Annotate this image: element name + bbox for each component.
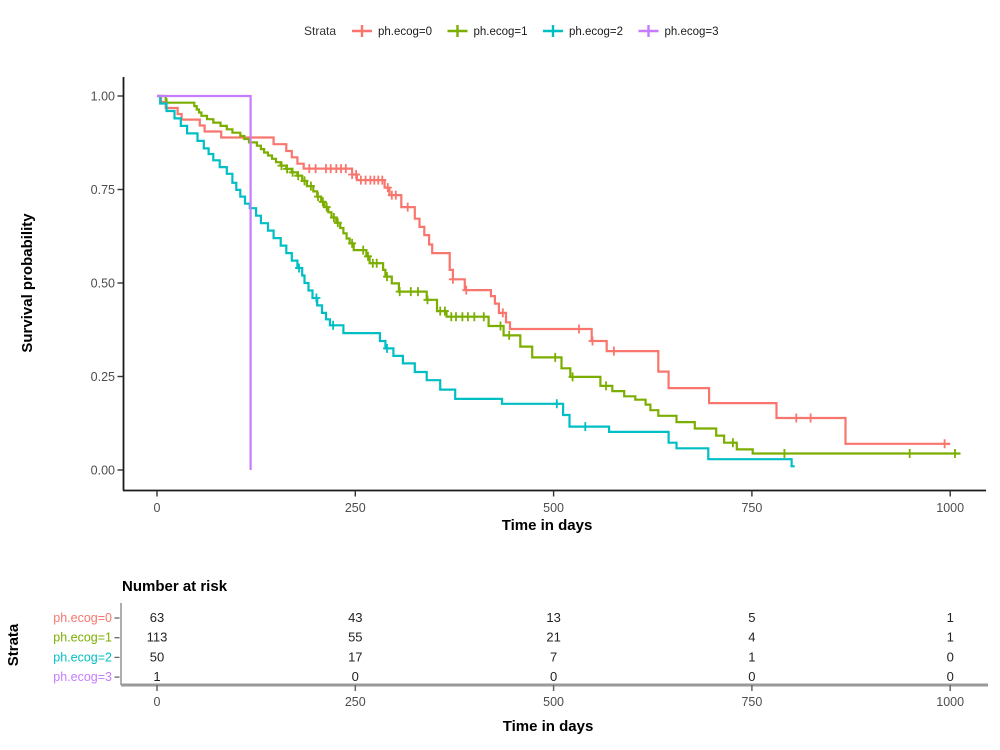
survival-curves [157,94,961,470]
y-tick-label: 0.75 [91,183,115,197]
risk-count: 21 [546,630,560,645]
legend-label-ph.ecog=1: ph.ecog=1 [474,26,528,38]
legend-label-ph.ecog=3: ph.ecog=3 [665,26,719,38]
risk-count: 43 [348,610,362,625]
km-curve-ph.ecog=1 [157,94,961,455]
risk-x-tick-label: 1000 [936,695,964,709]
risk-table: Number at risk Strata ph.ecog=0 63 43 13 5 1p… [5,578,988,735]
risk-x-tick-label: 500 [543,695,564,709]
legend: Strata ph.ecog=0 ph.ecog=1 ph.ecog=2 ph.eco… [304,24,719,38]
x-tick-label: 250 [345,501,366,515]
risk-count: 63 [150,610,164,625]
risk-count: 17 [348,649,362,664]
censor-marks-ph.ecog=0 [305,164,949,449]
risk-count: 0 [550,669,557,684]
km-curve-ph.ecog=3 [157,94,252,470]
x-tick-label: 500 [543,501,564,515]
risk-x-tick-label: 750 [741,695,762,709]
risk-count: 50 [150,649,164,664]
legend-label-ph.ecog=0: ph.ecog=0 [378,26,432,38]
risk-count: 113 [147,630,168,645]
legend-label-ph.ecog=2: ph.ecog=2 [569,26,623,38]
legend-key-plus-icon-ph.ecog=3 [638,25,659,37]
x-tick-label: 750 [741,501,762,515]
risk-count: 1 [748,649,755,664]
y-tick-label: 1.00 [91,90,115,104]
x-tick-label: 1000 [936,501,964,515]
risk-row-label-ph.ecog=1: ph.ecog=1 [53,631,112,645]
risk-count: 7 [550,649,557,664]
risk-count: 5 [748,610,755,625]
censor-marks-ph.ecog=2 [295,263,590,432]
risk-table-strata-axis-title: Strata [5,623,22,666]
risk-table-body: ph.ecog=0 63 43 13 5 1 ph.ecog=1 113 55 21 4 1 ph.ec… [53,603,988,709]
risk-count: 0 [947,649,954,664]
y-axis-title: Survival probability [19,213,36,353]
risk-count: 0 [352,669,359,684]
x-axis-title: Time in days [502,517,593,534]
legend-key-plus-icon-ph.ecog=1 [447,25,468,37]
risk-count: 55 [348,630,362,645]
risk-count: 0 [748,669,755,684]
risk-row-label-ph.ecog=3: ph.ecog=3 [53,670,112,684]
km-curve-ph.ecog=0 [157,94,951,445]
km-curve-ph.ecog=2 [157,94,795,468]
risk-table-title: Number at risk [122,578,228,595]
risk-count: 1 [947,610,954,625]
y-tick-label: 0.25 [91,370,115,384]
risk-count: 13 [546,610,560,625]
risk-row-label-ph.ecog=0: ph.ecog=0 [53,611,112,625]
legend-title: Strata [304,24,336,38]
risk-x-axis-title: Time in days [503,718,594,735]
y-tick-label: 0.50 [91,277,115,291]
risk-row-label-ph.ecog=2: ph.ecog=2 [53,650,112,664]
risk-count: 4 [748,630,755,645]
axes: 0.00 0.25 0.50 0.75 1.00 0 250 500 750 1000 [91,77,986,515]
legend-key-plus-icon-ph.ecog=0 [352,25,372,37]
risk-count: 1 [947,630,954,645]
risk-count: 0 [947,669,954,684]
risk-count: 1 [153,669,160,684]
y-tick-label: 0.00 [91,464,115,478]
risk-x-tick-label: 0 [154,695,161,709]
risk-x-tick-label: 250 [345,695,366,709]
censor-marks-ph.ecog=1 [277,161,959,458]
legend-key-plus-icon-ph.ecog=2 [543,25,563,37]
x-tick-label: 0 [154,501,161,515]
